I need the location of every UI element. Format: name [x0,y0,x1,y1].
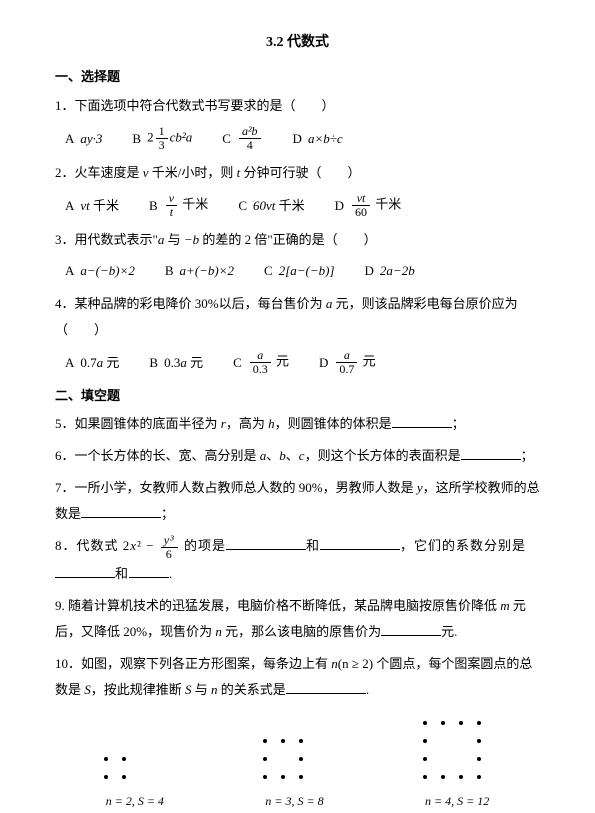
opt-expr: vt60 千米 [350,192,401,219]
figure-n4: n = 4, S = 12 [425,723,489,813]
blank [129,564,169,578]
dot-pattern [265,741,301,777]
q4-option-b: B 0.3a 元 [149,351,203,374]
question-3-text: 3．用代数式表示"a 与 −b 的差的 2 倍"正确的是（ ） [55,227,540,253]
opt-expr: a×b÷c [308,127,343,150]
opt-expr: 0.7a 元 [80,351,119,374]
fig-caption: n = 4, S = 12 [425,791,489,813]
question-6: 6．一个长方体的长、宽、高分别是 a、b、c，则这个长方体的表面积是； [55,443,540,469]
question-10: 10．如图，观察下列各正方形图案，每条边上有 n(n ≥ 2) 个圆点，每个图案… [55,651,540,703]
opt-label: C [264,259,273,282]
q2-option-a: A vt 千米 [65,194,119,217]
opt-expr: 0.3a 元 [164,351,203,374]
question-7: 7．一所小学，女教师人数占教师总人数的 90%，男教师人数是 y，这所学校教师的… [55,475,540,527]
opt-label: C [222,127,231,150]
q3-option-c: C 2[a−(−b)] [264,259,335,282]
opt-expr: a0.7 元 [334,349,375,376]
q3-option-d: D 2a−2b [365,259,415,282]
blank [55,564,115,578]
opt-expr: a−(−b)×2 [80,259,134,282]
opt-expr: 2[a−(−b)] [279,259,335,282]
opt-label: C [238,194,247,217]
question-1-options: A ay·3 B 213cb²a C a²b4 D a×b÷c [65,125,540,152]
q4-option-a: A 0.7a 元 [65,351,119,374]
q4-option-d: D a0.7 元 [319,349,376,376]
figures-row: n = 2, S = 4 n = 3, S = 8 n = 4, S = 12 [55,723,540,813]
opt-label: B [149,194,158,217]
q3-option-a: A a−(−b)×2 [65,259,135,282]
opt-label: D [319,351,328,374]
opt-label: A [65,351,74,374]
opt-expr: vt 千米 [80,194,119,217]
opt-expr: 2a−2b [380,259,415,282]
opt-expr: a0.3 元 [248,349,289,376]
q1-option-a: A ay·3 [65,127,102,150]
question-2-text: 2．火车速度是 v 千米/小时，则 t 分钟可行驶（ ） [55,160,540,186]
blank [286,680,366,694]
q1-option-b: B 213cb²a [132,125,192,152]
q1-option-c: C a²b4 [222,125,262,152]
question-4-text: 4．某种品牌的彩电降价 30%以后，每台售价为 a 元，则该品牌彩电每台原价应为… [55,291,540,343]
figure-n3: n = 3, S = 8 [265,741,323,813]
opt-label: B [165,259,174,282]
opt-expr: 213cb²a [147,125,192,152]
blank [392,414,452,428]
opt-label: A [65,259,74,282]
opt-label: B [132,127,141,150]
q2-option-b: B vt 千米 [149,192,208,219]
opt-expr: 60vt 千米 [253,194,305,217]
opt-label: A [65,194,74,217]
blank [81,504,161,518]
fig-caption: n = 2, S = 4 [106,791,164,813]
opt-expr: ay·3 [80,127,102,150]
opt-label: B [149,351,158,374]
question-8: 8．代数式 2x² − y³6 的项是和，它们的系数分别是和. [55,533,540,587]
opt-label: C [233,351,242,374]
q3-option-b: B a+(−b)×2 [165,259,234,282]
question-4-options: A 0.7a 元 B 0.3a 元 C a0.3 元 D a0.7 元 [65,349,540,376]
question-9: 9. 随着计算机技术的迅猛发展，电脑价格不断降低，某品牌电脑按原售价降低 m 元… [55,593,540,645]
q2-option-d: D vt60 千米 [335,192,402,219]
blank [461,446,521,460]
opt-label: A [65,127,74,150]
question-2-options: A vt 千米 B vt 千米 C 60vt 千米 D vt60 千米 [65,192,540,219]
blank [381,622,441,636]
opt-label: D [335,194,344,217]
q4-option-c: C a0.3 元 [233,349,289,376]
question-3-options: A a−(−b)×2 B a+(−b)×2 C 2[a−(−b)] D 2a−2… [65,259,540,282]
opt-expr: vt 千米 [164,192,209,219]
dot-pattern [425,723,479,777]
figure-n2: n = 2, S = 4 [106,759,164,813]
blank [320,536,400,550]
opt-label: D [293,127,302,150]
page-title: 3.2 代数式 [55,30,540,55]
dot-pattern [106,759,124,777]
section-1-header: 一、选择题 [55,65,540,88]
opt-label: D [365,259,374,282]
section-2-header: 二、填空题 [55,384,540,407]
fig-caption: n = 3, S = 8 [265,791,323,813]
opt-expr: a+(−b)×2 [180,259,234,282]
q2-option-c: C 60vt 千米 [238,194,304,217]
question-5: 5．如果圆锥体的底面半径为 r，高为 h，则圆锥体的体积是； [55,411,540,437]
opt-expr: a²b4 [239,125,261,152]
blank [226,536,306,550]
q1-option-d: D a×b÷c [293,127,343,150]
question-1-text: 1．下面选项中符合代数式书写要求的是（ ） [55,93,540,119]
